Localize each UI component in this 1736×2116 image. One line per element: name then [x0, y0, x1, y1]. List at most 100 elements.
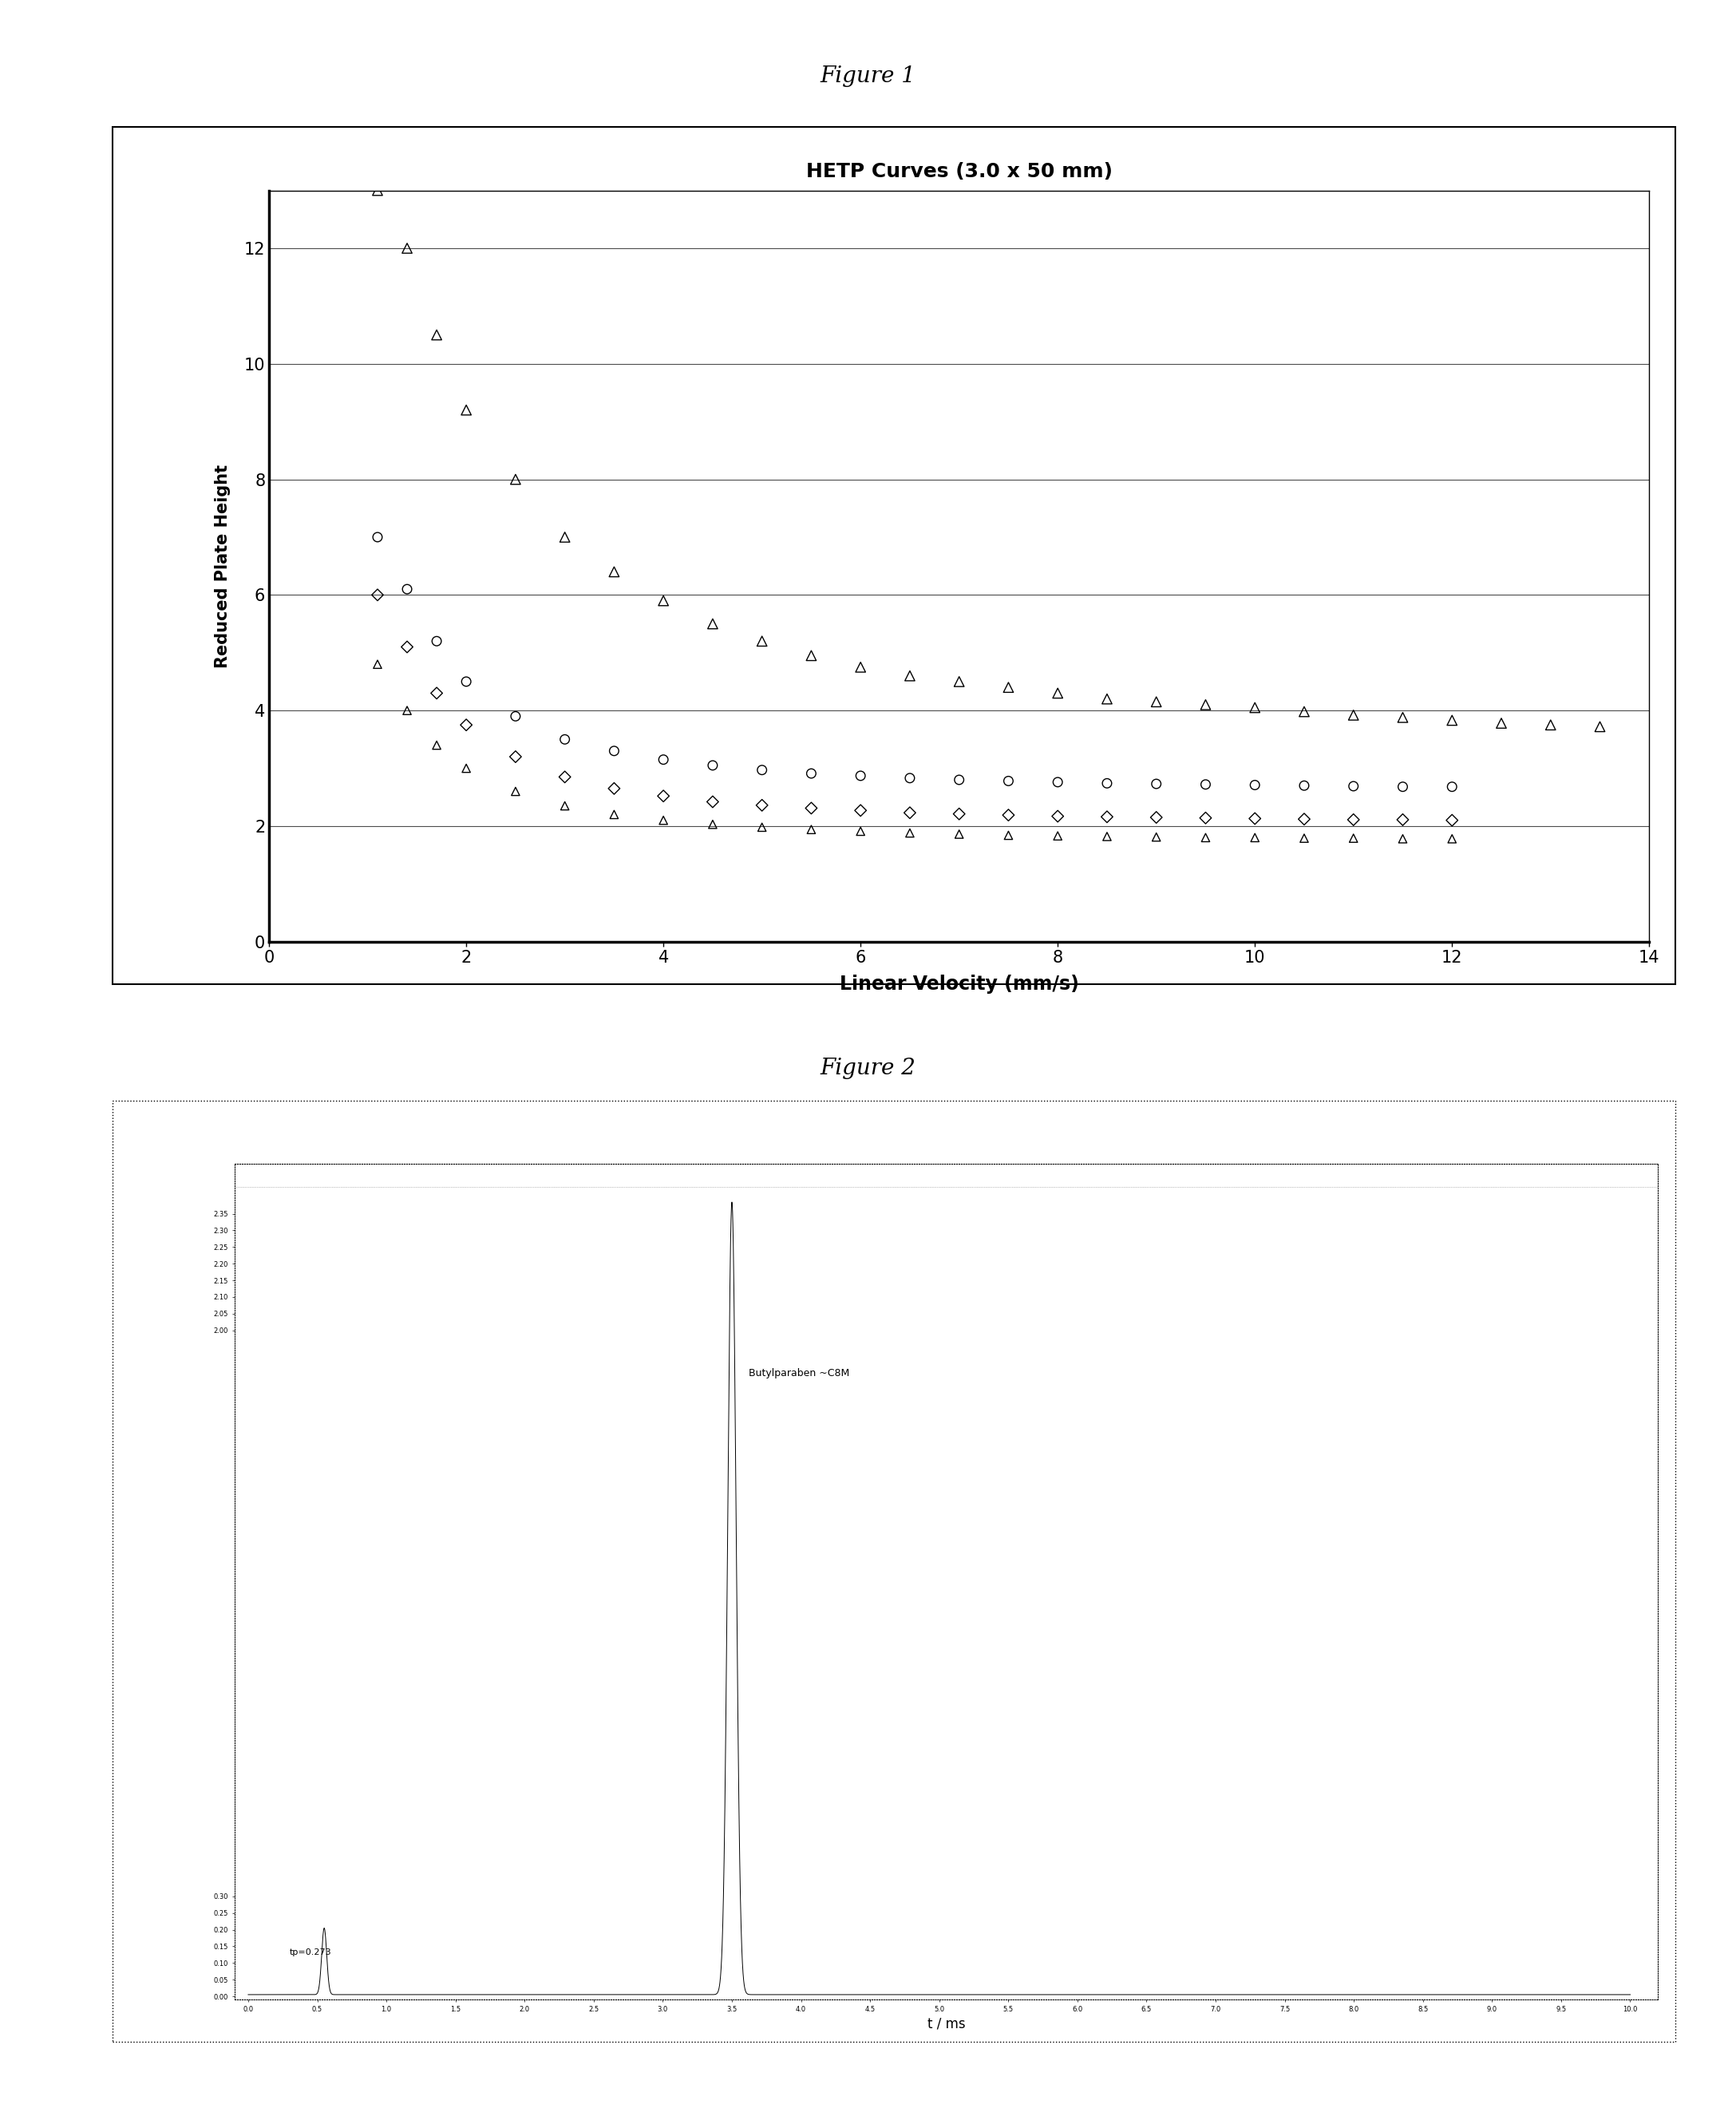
- Point: [1191, 802, 1219, 836]
- Point: [1043, 766, 1071, 800]
- Point: [700, 749, 727, 783]
- Point: [700, 607, 727, 641]
- Point: [847, 760, 875, 794]
- Y-axis label: Reduced Plate Height: Reduced Plate Height: [215, 463, 231, 669]
- Point: [649, 743, 677, 777]
- Point: [1094, 766, 1121, 800]
- Point: [1142, 686, 1170, 719]
- Point: [1142, 766, 1170, 800]
- Point: [944, 664, 972, 698]
- Point: [363, 578, 391, 612]
- Point: [453, 664, 481, 698]
- Point: [797, 791, 825, 825]
- Point: [601, 798, 628, 832]
- Point: [453, 394, 481, 427]
- Point: [896, 796, 924, 829]
- Point: [424, 624, 451, 658]
- Point: [896, 762, 924, 796]
- Point: [700, 808, 727, 842]
- Point: [944, 798, 972, 832]
- Point: [550, 521, 578, 554]
- Point: [502, 741, 529, 774]
- Point: [1437, 804, 1465, 838]
- Point: [363, 521, 391, 554]
- Point: [1043, 800, 1071, 834]
- Point: [550, 760, 578, 794]
- Point: [1191, 688, 1219, 722]
- Point: [944, 817, 972, 851]
- Point: [797, 639, 825, 673]
- Point: [392, 231, 422, 264]
- Title: HETP Curves (3.0 x 50 mm): HETP Curves (3.0 x 50 mm): [806, 163, 1113, 182]
- Point: [896, 658, 924, 692]
- Point: [1389, 802, 1417, 836]
- Point: [995, 798, 1023, 832]
- Point: [1488, 707, 1516, 741]
- Point: [1437, 703, 1465, 736]
- Text: Figure 1: Figure 1: [819, 66, 917, 87]
- Point: [1241, 768, 1269, 802]
- Point: [1340, 802, 1368, 836]
- Point: [1290, 821, 1318, 855]
- Point: [601, 772, 628, 806]
- Point: [1290, 802, 1318, 836]
- Point: [550, 722, 578, 755]
- Point: [1340, 698, 1368, 732]
- Point: [797, 813, 825, 846]
- Point: [453, 751, 481, 785]
- Point: [748, 753, 776, 787]
- Point: [847, 794, 875, 827]
- Point: [847, 815, 875, 849]
- X-axis label: t / ms: t / ms: [927, 2017, 965, 2031]
- Point: [1094, 819, 1121, 853]
- Point: [944, 764, 972, 798]
- Point: [1241, 690, 1269, 724]
- Point: [1290, 694, 1318, 728]
- Point: [1437, 821, 1465, 855]
- Point: [1587, 709, 1614, 743]
- Point: [1142, 821, 1170, 855]
- Point: [1340, 770, 1368, 804]
- Point: [1142, 800, 1170, 834]
- Point: [1389, 700, 1417, 734]
- Text: tp=0.273: tp=0.273: [290, 1949, 332, 1957]
- Point: [1389, 770, 1417, 804]
- Point: [601, 734, 628, 768]
- Point: [424, 317, 451, 351]
- Point: [502, 463, 529, 497]
- Point: [748, 624, 776, 658]
- Text: Butylparaben ~C8M: Butylparaben ~C8M: [748, 1367, 849, 1378]
- Point: [649, 779, 677, 813]
- Point: [649, 584, 677, 618]
- Point: [363, 647, 391, 681]
- Point: [1191, 821, 1219, 855]
- Point: [1094, 681, 1121, 715]
- Point: [995, 671, 1023, 705]
- Point: [502, 698, 529, 734]
- Point: [896, 817, 924, 851]
- Point: [995, 819, 1023, 853]
- Point: [1290, 768, 1318, 802]
- Point: [1094, 800, 1121, 834]
- Point: [392, 571, 422, 605]
- Point: [424, 677, 451, 711]
- Point: [424, 728, 451, 762]
- Point: [797, 758, 825, 791]
- Point: [1241, 802, 1269, 836]
- Point: [1043, 819, 1071, 853]
- Point: [1241, 821, 1269, 855]
- Point: [502, 774, 529, 808]
- Point: [550, 789, 578, 823]
- Text: Figure 2: Figure 2: [819, 1058, 917, 1079]
- Point: [1437, 770, 1465, 804]
- Point: [847, 650, 875, 683]
- X-axis label: Linear Velocity (mm/s): Linear Velocity (mm/s): [840, 975, 1078, 995]
- Point: [392, 694, 422, 728]
- Point: [649, 804, 677, 838]
- Point: [995, 764, 1023, 798]
- Point: [453, 709, 481, 743]
- Point: [363, 174, 391, 207]
- Point: [1191, 768, 1219, 802]
- Point: [1340, 821, 1368, 855]
- Point: [748, 789, 776, 823]
